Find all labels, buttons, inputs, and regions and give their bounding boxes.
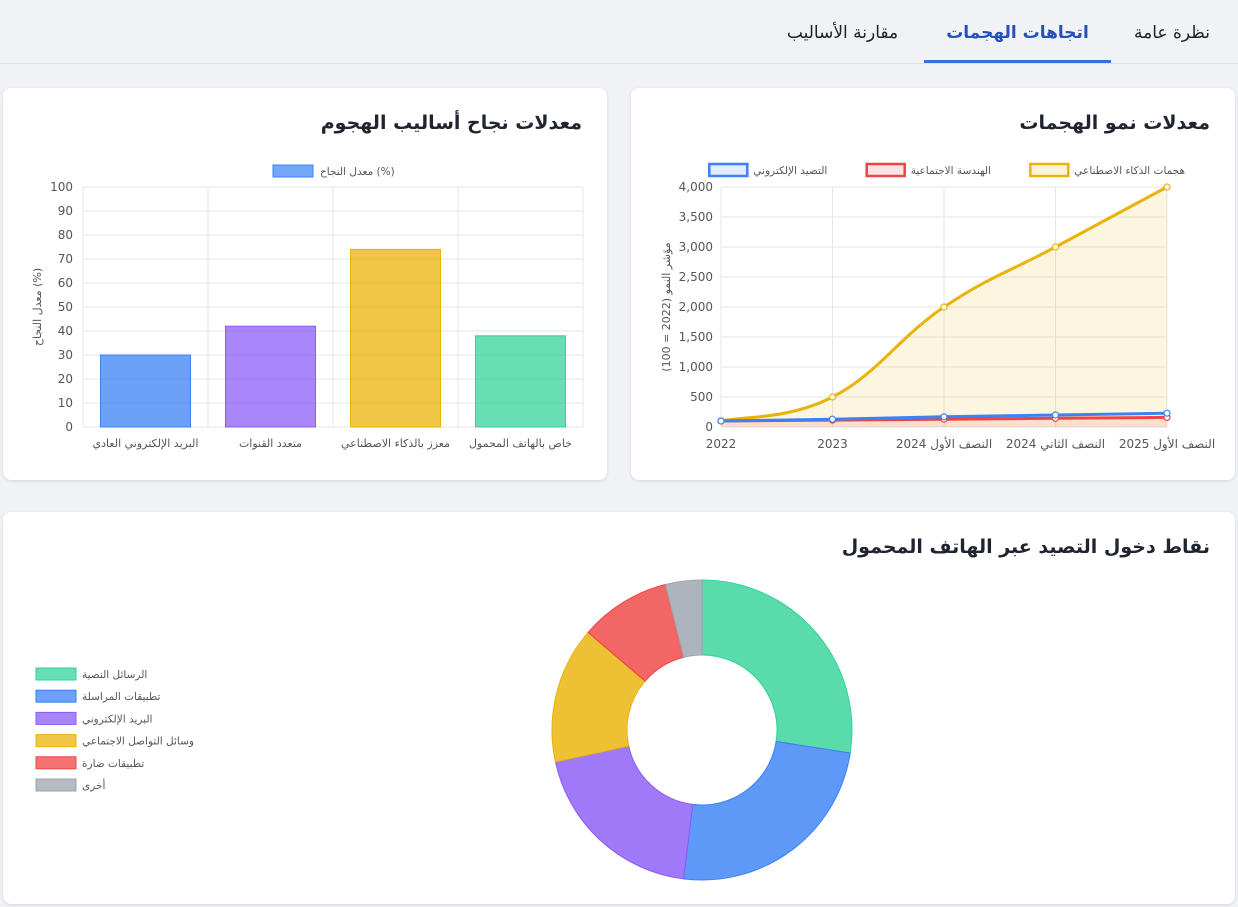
growth-legend-swatch[interactable]: [708, 162, 749, 178]
success-y-tick-label: 0: [65, 420, 73, 434]
success-card: معدلات نجاح أساليب الهجوم 0 10 20 30 40 50 60 7…: [3, 88, 607, 480]
growth-x-tick-label: النصف الثاني 2024: [1006, 437, 1105, 451]
success-y-tick-label: 30: [58, 348, 73, 362]
mobile-donut-slice[interactable]: [554, 745, 694, 880]
growth-x-tick-label: النصف الأول 2025: [1119, 436, 1215, 452]
success-bar[interactable]: [225, 325, 316, 428]
mobile-legend-swatch[interactable]: [35, 711, 77, 725]
growth-legend-label[interactable]: هجمات الذكاء الاصطناعي: [1074, 165, 1185, 177]
success-x-tick-label: معزز بالذكاء الاصطناعي: [341, 437, 450, 450]
growth-y-tick-label: 3,500: [679, 210, 713, 224]
tab-trends[interactable]: اتجاهات الهجمات: [924, 0, 1111, 63]
mobile-legend-swatch[interactable]: [35, 734, 77, 748]
success-y-tick-label: 10: [58, 396, 73, 410]
success-bar[interactable]: [350, 248, 441, 428]
mobile-legend-label[interactable]: وسائل التواصل الاجتماعي: [82, 736, 194, 748]
growth-data-point: [1163, 409, 1171, 417]
growth-y-tick-label: 1,500: [679, 330, 713, 344]
mobile-card: نقاط دخول التصيد عبر الهاتف المحمول الرس…: [3, 512, 1235, 904]
mobile-card-title: نقاط دخول التصيد عبر الهاتف المحمول: [841, 536, 1210, 558]
success-bar[interactable]: [100, 354, 191, 428]
success-x-tick-label: البريد الإلكتروني العادي: [93, 437, 199, 450]
growth-data-point: [940, 303, 948, 311]
mobile-legend-label[interactable]: الرسائل النصية: [82, 669, 147, 681]
growth-data-point: [940, 413, 948, 421]
success-x-tick-label: متعدد القنوات: [239, 437, 302, 450]
success-y-tick-label: 90: [58, 204, 73, 218]
tab-comparison[interactable]: مقارنة الأساليب: [786, 23, 899, 43]
mobile-legend-swatch[interactable]: [35, 667, 77, 681]
growth-y-tick-label: 0: [705, 420, 713, 434]
tab-overview[interactable]: نظرة عامة: [1134, 23, 1210, 43]
success-y-tick-label: 70: [58, 252, 73, 266]
growth-card-title: معدلات نمو الهجمات: [1019, 112, 1210, 134]
success-y-tick-label: 40: [58, 324, 73, 338]
mobile-donut-slice[interactable]: [701, 579, 853, 754]
success-card-title: معدلات نجاح أساليب الهجوم: [320, 112, 582, 134]
mobile-legend-swatch[interactable]: [35, 778, 77, 792]
mobile-donut-slice[interactable]: [683, 740, 851, 881]
growth-y-tick-label: 1,000: [679, 360, 713, 374]
growth-data-point: [717, 417, 725, 425]
mobile-legend-label[interactable]: البريد الإلكتروني: [82, 713, 152, 725]
mobile-donut-chart: الرسائل النصية تطبيقات المراسلة البريد الإ…: [35, 579, 853, 881]
success-y-tick-label: 60: [58, 276, 73, 290]
growth-y-tick-label: 2,500: [679, 270, 713, 284]
growth-legend-label[interactable]: الهندسة الاجتماعية: [911, 165, 991, 177]
growth-y-tick-label: 2,000: [679, 300, 713, 314]
success-y-tick-label: 50: [58, 300, 73, 314]
growth-data-point: [1051, 243, 1060, 251]
success-y-axis-label: معدل النجاح (%): [31, 268, 44, 346]
growth-legend-swatch[interactable]: [1029, 162, 1070, 178]
growth-line-chart: 0 500 1,000 1,500 2,000 2,500 3,000 3,500 4,000 2…: [660, 162, 1215, 452]
success-bar-chart: 0 10 20 30 40 50 60 70 80 90 100 البريد الإلكتروني …: [31, 164, 584, 450]
mobile-legend-label[interactable]: تطبيقات ضارة: [82, 758, 144, 770]
success-y-tick-label: 100: [50, 180, 73, 194]
growth-legend-swatch[interactable]: [865, 162, 906, 178]
growth-y-tick-label: 500: [690, 390, 713, 404]
growth-data-point: [1051, 411, 1060, 419]
success-y-tick-label: 80: [58, 228, 73, 242]
mobile-legend-swatch[interactable]: [35, 756, 77, 770]
success-y-tick-label: 20: [58, 372, 73, 386]
success-legend-label[interactable]: معدل النجاح (%): [320, 166, 395, 178]
growth-data-point: [828, 415, 837, 423]
mobile-legend-label[interactable]: أخرى: [82, 778, 106, 792]
mobile-legend-swatch[interactable]: [35, 689, 77, 703]
mobile-legend-label[interactable]: تطبيقات المراسلة: [82, 691, 160, 703]
growth-legend-label[interactable]: التصيد الإلكتروني: [753, 165, 827, 177]
growth-x-tick-label: 2022: [706, 437, 737, 451]
success-legend-swatch[interactable]: [272, 164, 314, 178]
growth-x-tick-label: 2023: [817, 437, 848, 451]
growth-card: معدلات نمو الهجمات 0 500 1,000 1,500 2,000 2,…: [631, 88, 1235, 480]
growth-data-point: [1163, 183, 1171, 191]
success-x-tick-label: خاص بالهاتف المحمول: [469, 437, 572, 450]
mobile-donut-slice[interactable]: [664, 579, 703, 658]
growth-data-point: [828, 393, 837, 401]
tab-bar: نظرة عامة اتجاهات الهجمات مقارنة الأسالي…: [0, 0, 1238, 64]
growth-y-tick-label: 3,000: [679, 240, 713, 254]
success-bar[interactable]: [475, 335, 566, 428]
growth-y-tick-label: 4,000: [679, 180, 713, 194]
growth-y-axis-label: مؤشر النمو (2022 = 100): [660, 242, 673, 372]
growth-x-tick-label: النصف الأول 2024: [896, 436, 992, 452]
